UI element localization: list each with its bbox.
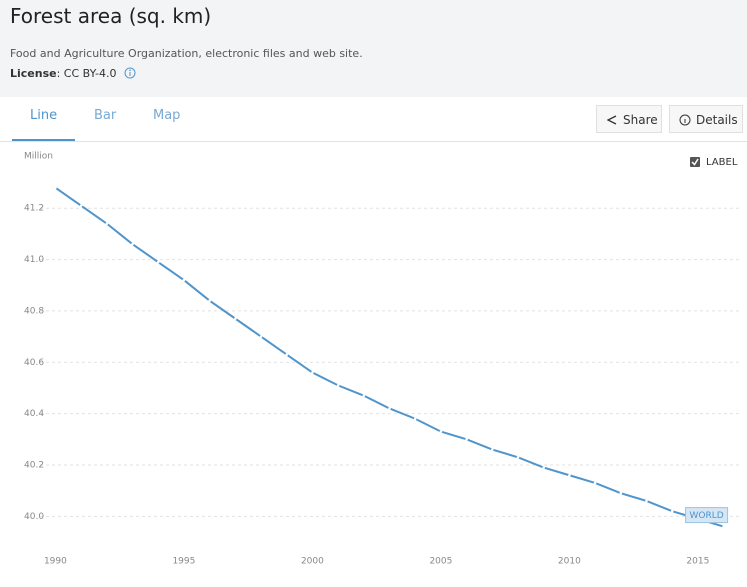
series-label: WORLD [689,511,723,521]
point [336,384,340,387]
point [439,430,443,433]
details-icon [679,114,691,126]
license: License: CC BY-4.0 [10,67,136,80]
point [722,525,725,528]
point [568,473,571,477]
point [234,317,237,320]
x-tick-label: 2005 [429,557,452,567]
point [79,204,83,207]
point [516,455,520,459]
point [131,242,134,246]
check-mark [691,158,699,166]
point [593,481,597,485]
chart: Million LABEL 40.0 40.2 40.4 40.6 40.8 41.0 41… [24,152,739,567]
button-label: Details [696,113,738,127]
divider [0,141,747,142]
point [285,353,289,356]
point [413,417,417,421]
tab-underline [12,139,75,141]
label-checkbox[interactable] [690,157,700,167]
y-tick-label: 40.8 [24,306,44,316]
x-tick-label: 2015 [686,557,709,567]
tab[interactable]: Bar [94,108,117,123]
series-label-box [685,507,729,524]
point [388,407,391,410]
y-tick-label: 40.6 [24,358,44,368]
point [105,222,109,225]
info-icon[interactable] [124,67,136,79]
x-tick-label: 1990 [44,557,67,567]
button-label: Share [623,113,658,127]
point [490,448,494,451]
point [54,186,57,189]
x-tick-label: 1995 [172,557,195,567]
point [542,466,545,469]
details-button[interactable]: Details [669,105,743,133]
x-tick-label: 2000 [301,557,324,567]
y-tick-label: 40.0 [24,512,44,522]
point [619,491,623,495]
license-label: License [10,67,57,80]
card [0,97,747,587]
y-tick-label: 41.0 [24,255,44,265]
point [362,394,366,397]
x-tick-label: 2010 [558,557,581,567]
source: Food and Agriculture Organization, elect… [10,47,363,60]
point [465,437,468,441]
share-button[interactable]: Share [596,105,662,133]
tab[interactable]: Line [30,108,58,123]
point [156,260,160,264]
point [670,509,674,513]
point [208,299,211,302]
y-axis-label: Million [24,152,53,162]
y-tick-label: 40.2 [24,460,44,470]
label-toggle[interactable]: LABEL [706,157,738,168]
license-value: : CC BY-4.0 [56,67,117,80]
point [311,371,314,374]
point [259,335,263,338]
point [645,499,648,503]
share-icon [606,115,617,125]
point [182,278,186,282]
line [54,186,724,528]
page-title: Forest area (sq. km) [10,4,212,28]
y-tick-label: 40.4 [24,409,44,419]
tab[interactable]: Map [153,108,181,123]
y-tick-label: 41.2 [24,204,44,214]
